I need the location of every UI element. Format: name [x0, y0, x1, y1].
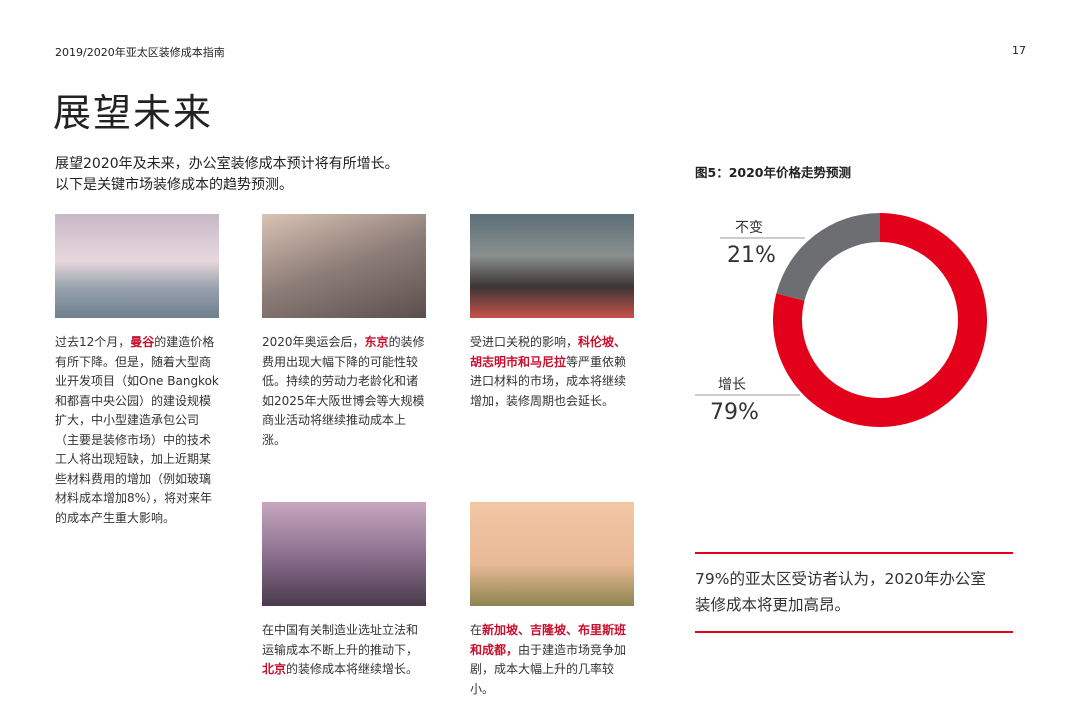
slice-label: 不变	[735, 220, 763, 236]
text: 等严重依赖进口材料的市场，成本将继续增加，装修周期也会延长。	[470, 354, 627, 408]
card-text: 2020年奥运会后，东京的装修费用出现大幅下降的可能性较低。持续的劳动力老龄化和…	[262, 333, 428, 450]
intro: 展望2020年及未来，办公室装修成本预计将有所增长。 以下是关键市场装修成本的趋…	[55, 154, 399, 196]
quote-line: 79%的亚太区受访者认为，2020年办公室	[695, 570, 986, 588]
text: 的建造价格有所下降。但是，随着大型商业开发项目（如One Bangkok和都喜中…	[55, 335, 219, 525]
card-text: 在中国有关制造业选址立法和运输成本不断上升的推动下， 北京的装修成本将继续增长。	[262, 621, 428, 680]
text: 的装修费用出现大幅下降的可能性较低。持续的劳动力老龄化和诸如2025年大阪世博会…	[262, 335, 425, 447]
intro-line: 以下是关键市场装修成本的趋势预测。	[55, 177, 293, 193]
photo	[55, 214, 219, 318]
rule	[695, 631, 1013, 633]
rule	[695, 552, 1013, 554]
slice-value: 79%	[710, 400, 759, 425]
highlight: 新加坡、吉隆坡、布里斯班和成都，	[470, 623, 627, 657]
page-number: 17	[1012, 44, 1026, 57]
highlight: 曼谷	[130, 335, 155, 349]
text: 的装修成本将继续增长。	[286, 662, 419, 676]
heading: 展望未来	[53, 91, 214, 135]
text: 在中国有关制造业选址立法和运输成本不断上升的推动下，	[262, 623, 419, 657]
text: 由于建造市场竞争加剧，成本大幅上升的几率较小。	[470, 642, 627, 696]
photo	[470, 502, 634, 606]
chart-title: 图5：2020年价格走势预测	[695, 165, 851, 180]
text: 在	[470, 623, 483, 637]
photo	[262, 214, 426, 318]
photo	[470, 214, 634, 318]
text: 受进口关税的影响，	[470, 335, 579, 349]
text: 2020年奥运会后，	[262, 335, 365, 349]
slice-label: 增长	[718, 377, 746, 393]
quote-line: 装修成本将更加高昂。	[695, 596, 851, 614]
highlight: 东京	[364, 335, 389, 349]
card-text: 受进口关税的影响，科伦坡、胡志明市和马尼拉等严重依赖进口材料的市场，成本将继续增…	[470, 333, 636, 411]
card-text: 在新加坡、吉隆坡、布里斯班和成都，由于建造市场竞争加剧，成本大幅上升的几率较小。	[470, 621, 636, 699]
text: 过去12个月，	[55, 335, 131, 349]
quote: 79%的亚太区受访者认为，2020年办公室 装修成本将更加高昂。	[695, 566, 986, 618]
header-title: 2019/2020年亚太区装修成本指南	[55, 46, 225, 59]
highlight: 北京	[262, 662, 287, 676]
photo	[262, 502, 426, 606]
card-text: 过去12个月，曼谷的建造价格有所下降。但是，随着大型商业开发项目（如One Ba…	[55, 333, 221, 528]
donut-chart: 增长 79% 不变 21%	[695, 213, 987, 427]
highlight: 科伦坡、胡志明市和马尼拉	[470, 335, 627, 369]
donut-slice	[776, 213, 880, 301]
slice-value: 21%	[727, 243, 776, 268]
intro-line: 展望2020年及未来，办公室装修成本预计将有所增长。	[55, 156, 399, 172]
